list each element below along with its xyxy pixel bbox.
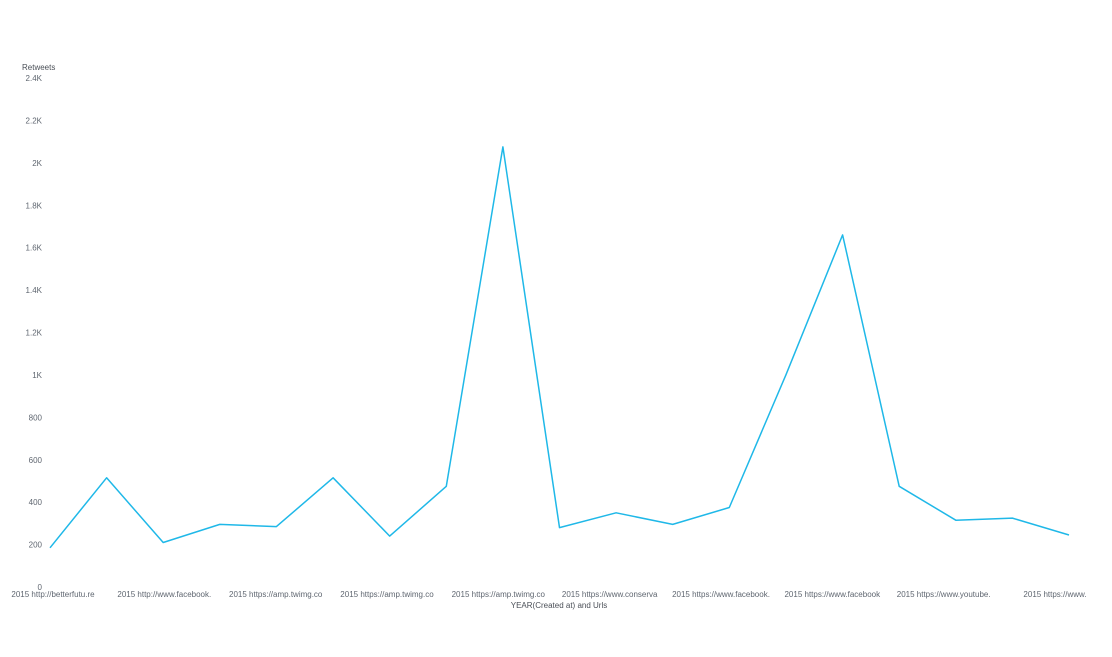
data-point (897, 484, 901, 488)
y-tick-label: 600 (29, 456, 43, 465)
data-point (274, 525, 278, 529)
y-tick-label: 2.4K (26, 74, 43, 83)
y-tick-label: 1.8K (26, 201, 43, 210)
x-tick-label: 2015 https://www. (1023, 590, 1086, 599)
y-tick-label: 1.2K (26, 329, 43, 338)
x-tick-label: 2015 https://www.youtube. (897, 590, 991, 599)
x-axis-title: YEAR(Created at) and Urls (511, 601, 607, 610)
series-line-retweets (49, 146, 1070, 549)
data-point (331, 476, 335, 480)
x-tick-label: 2015 https://www.facebook. (672, 590, 770, 599)
y-tick-label: 800 (29, 413, 43, 422)
x-tick-label: 2015 https://www.facebook (784, 590, 881, 599)
x-tick-label: 2015 https://amp.twimg.co (229, 590, 323, 599)
x-tick-label: 2015 https://amp.twimg.co (340, 590, 434, 599)
data-point (48, 546, 52, 550)
data-point (218, 522, 222, 526)
x-tick-label: 2015 http://www.facebook. (117, 590, 211, 599)
data-point (614, 511, 618, 515)
data-point (784, 373, 788, 377)
data-point (954, 518, 958, 522)
y-tick-label: 1.6K (26, 244, 43, 253)
data-point (671, 522, 675, 526)
x-tick-label: 2015 https://www.conserva (562, 590, 658, 599)
x-tick-label: 2015 http://betterfutu.re (11, 590, 95, 599)
series-points (48, 145, 1071, 550)
data-point (558, 526, 562, 530)
data-point (727, 506, 731, 510)
data-point (388, 534, 392, 538)
x-axis-ticks: 2015 http://betterfutu.re 2015 http://www… (11, 590, 1086, 599)
y-tick-label: 0 (38, 583, 43, 592)
y-tick-label: 2K (32, 159, 42, 168)
data-point (105, 476, 109, 480)
data-point (1067, 533, 1071, 537)
y-tick-label: 1.4K (26, 286, 43, 295)
y-tick-label: 1K (32, 371, 42, 380)
data-point (444, 484, 448, 488)
y-tick-label: 2.2K (26, 116, 43, 125)
y-axis-title: Retweets (22, 63, 55, 72)
data-point (841, 233, 845, 237)
y-tick-label: 200 (29, 541, 43, 550)
x-tick-label: 2015 https://amp.twimg.co (452, 590, 546, 599)
data-point (161, 541, 165, 545)
y-axis-ticks: 0 200 400 600 800 1K 1.2K 1.4K 1.6K 1.8K 2K 2.2K 2.4… (26, 74, 43, 592)
data-point (501, 145, 505, 149)
y-tick-label: 400 (29, 498, 43, 507)
data-point (1010, 516, 1014, 520)
